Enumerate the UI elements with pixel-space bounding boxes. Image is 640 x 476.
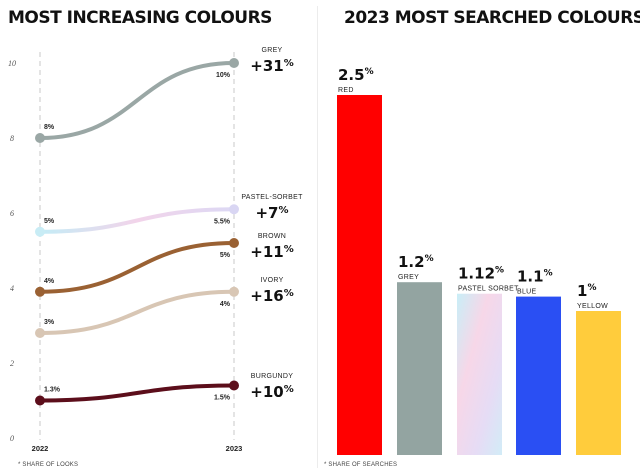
point-label-ivory-2022: 3% (44, 319, 55, 326)
y-tick-label-10: 10 (8, 59, 16, 68)
left-chart-title: MOST INCREASING COLOURS (8, 8, 272, 28)
series-change-burgundy: +10% (250, 383, 293, 401)
point-label-pastel-sorbet-2022: 5% (44, 218, 55, 225)
point-label-ivory-2023: 4% (220, 301, 231, 308)
point-ivory-2022 (35, 328, 45, 338)
point-label-pastel-sorbet-2023: 5.5% (214, 218, 231, 225)
bar-label-grey: GREY (398, 274, 419, 281)
point-brown-2023 (229, 238, 239, 248)
point-label-brown-2022: 4% (44, 278, 55, 285)
bar-yellow (576, 311, 621, 455)
point-ivory-2023 (229, 286, 239, 297)
line-burgundy (38, 383, 236, 403)
bar-blue (516, 296, 561, 455)
left-footnote: * SHARE OF LOOKS (18, 462, 79, 468)
point-label-grey-2023: 10% (216, 72, 231, 79)
series-change-grey: +31% (250, 57, 293, 75)
point-label-brown-2023: 5% (220, 252, 231, 259)
bar-value-pastel-sorbet: 1.12% (458, 265, 504, 283)
chart-divider (317, 6, 318, 468)
bar-pastel-sorbet (457, 293, 502, 455)
line-brown (38, 241, 236, 294)
bar-label-blue: BLUE (517, 289, 537, 296)
point-grey-2022 (35, 133, 45, 143)
bar-value-grey: 1.2% (398, 253, 434, 271)
y-tick-label-4: 4 (10, 284, 14, 293)
y-tick-label-8: 8 (10, 134, 14, 143)
point-label-burgundy-2022: 1.3% (44, 387, 61, 394)
line-grey (38, 61, 236, 140)
series-name-ivory: IVORY (260, 277, 283, 284)
point-burgundy-2022 (35, 395, 45, 406)
series-name-pastel-sorbet: PASTEL-SORBET (241, 194, 303, 201)
line-ivory (38, 289, 236, 335)
bar-label-pastel-sorbet: PASTEL SORBET (458, 286, 519, 293)
series-change-pastel-sorbet: +7% (255, 204, 288, 222)
right-chart-title: 2023 MOST SEARCHED COLOURS (344, 8, 640, 28)
point-brown-2022 (35, 286, 45, 297)
y-tick-label-2: 2 (10, 359, 14, 368)
series-change-brown: +11% (250, 243, 293, 261)
series-name-grey: GREY (261, 47, 282, 54)
bar-label-yellow: YELLOW (577, 303, 608, 310)
line-pastel-sorbet (38, 207, 236, 234)
bar-red (337, 95, 382, 455)
right-footnote: * SHARE OF SEARCHES (324, 462, 398, 468)
bar-value-blue: 1.1% (517, 268, 553, 286)
series-change-ivory: +16% (250, 287, 293, 305)
point-label-grey-2022: 8% (44, 124, 55, 131)
series-name-burgundy: BURGUNDY (251, 373, 293, 380)
point-burgundy-2023 (229, 380, 239, 391)
bar-value-red: 2.5% (338, 66, 374, 84)
y-tick-label-6: 6 (10, 209, 14, 218)
point-pastel-sorbet-2023 (229, 204, 239, 215)
point-label-burgundy-2023: 1.5% (214, 395, 231, 402)
y-tick-label-0: 0 (10, 434, 14, 443)
bar-label-red: RED (338, 87, 354, 94)
bar-value-yellow: 1% (577, 282, 596, 300)
x-tick-label-2022: 2022 (32, 444, 49, 453)
bar-grey (397, 282, 442, 455)
x-tick-label-2023: 2023 (226, 444, 243, 453)
series-name-brown: BROWN (258, 233, 286, 240)
point-pastel-sorbet-2022 (35, 226, 45, 237)
point-grey-2023 (229, 58, 239, 68)
